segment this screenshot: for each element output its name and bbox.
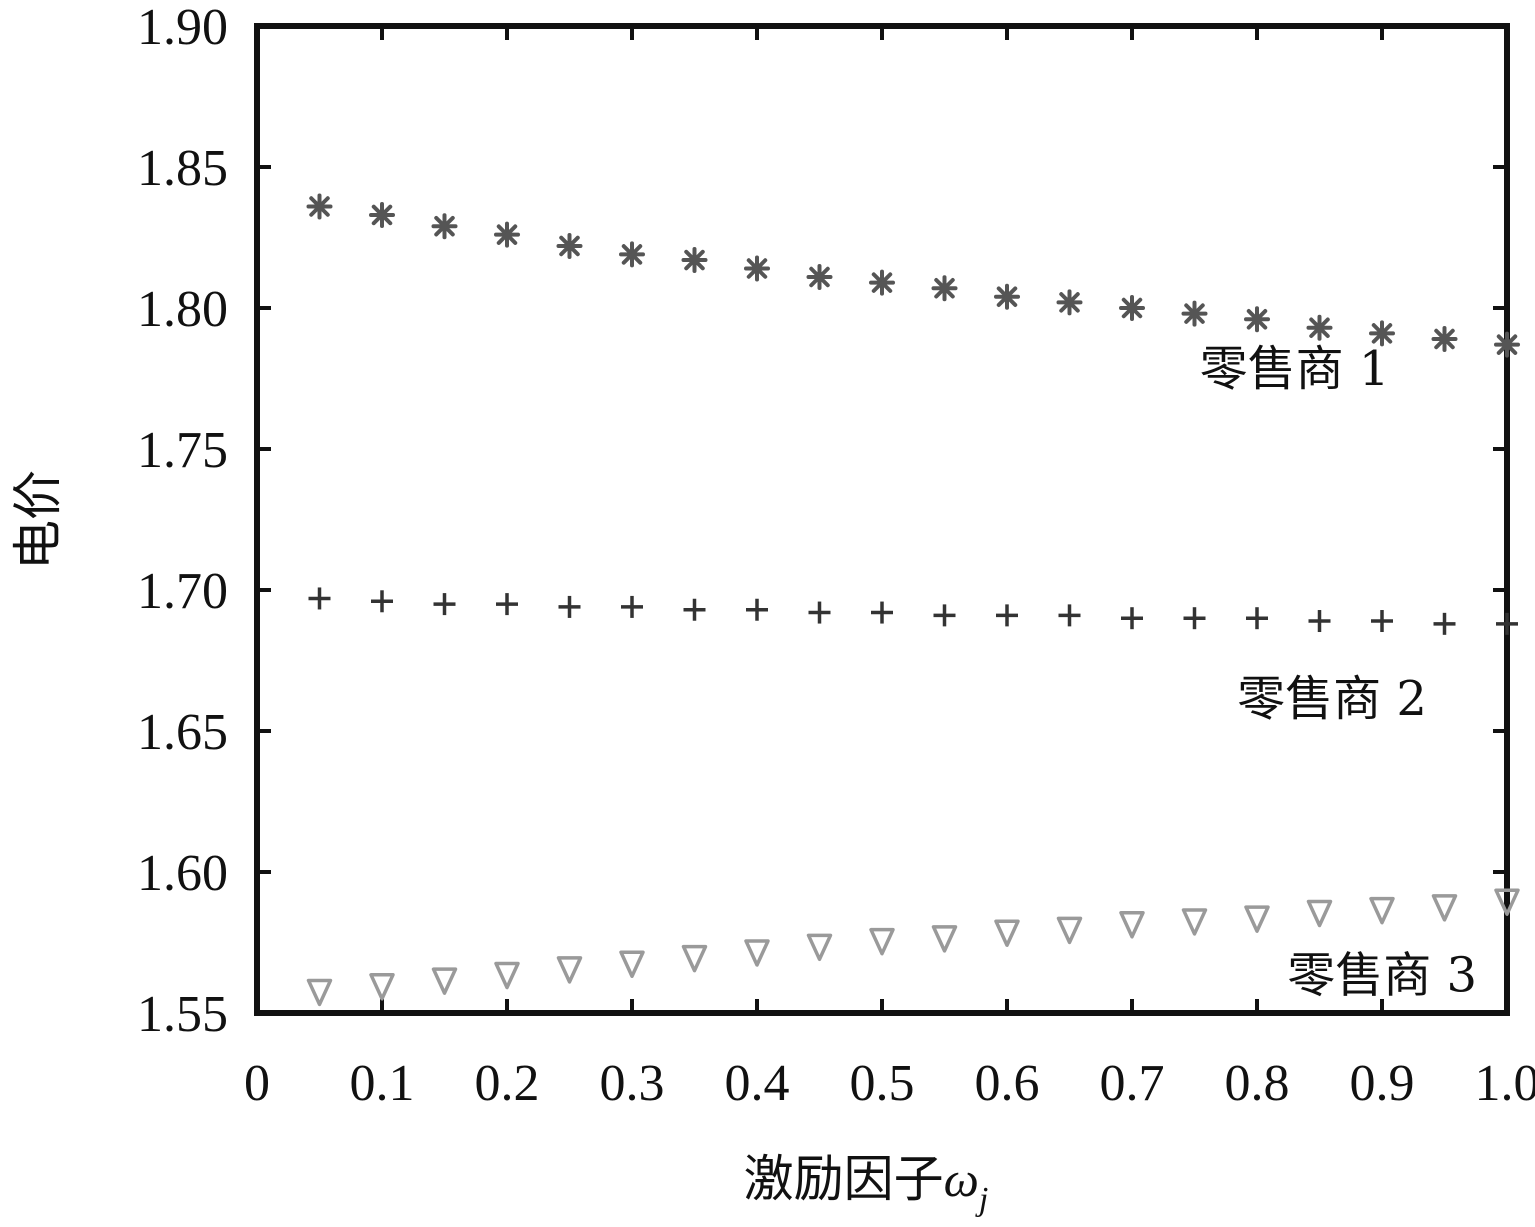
axis-ticks <box>255 24 1509 1015</box>
series-labels: 零售商 1 零售商 2 零售商 3 <box>1200 341 1477 1003</box>
series-1-point <box>869 269 895 296</box>
y-tick-label: 1.80 <box>137 281 228 338</box>
series-2-point <box>433 593 456 616</box>
x-axis-title-symbol: ω <box>944 1151 979 1207</box>
x-tick-label: 0.7 <box>1100 1055 1165 1112</box>
series-3-point <box>431 967 458 995</box>
x-tick-label: 0.6 <box>975 1055 1040 1112</box>
series-3-point <box>931 925 958 953</box>
series-2-point <box>746 598 768 621</box>
y-tick-label: 1.60 <box>137 845 228 902</box>
y-tick-label: 1.65 <box>137 704 228 761</box>
series-1-point <box>931 275 958 302</box>
y-tick-label: 1.55 <box>137 986 228 1043</box>
x-tick-labels: 0 0.1 0.2 0.3 0.4 0.5 0.6 0.7 0.8 0.9 1.0 <box>244 1055 1535 1112</box>
series-1-point <box>806 263 833 290</box>
series-2-point <box>1371 610 1393 633</box>
series-1-point <box>1056 289 1083 316</box>
series-2-point <box>371 590 393 613</box>
series-1-point <box>1369 320 1395 347</box>
x-tick-label: 0.5 <box>850 1055 915 1112</box>
series-1-point <box>1181 300 1208 327</box>
series-2-point <box>933 604 956 627</box>
series-3-point <box>681 944 708 973</box>
series-1-point <box>1119 295 1145 321</box>
series-2-point <box>1246 607 1268 630</box>
series-1-point <box>306 193 333 220</box>
series-3-point <box>994 919 1020 947</box>
series-2-point <box>1183 607 1206 630</box>
series-2-point <box>558 595 581 618</box>
x-axis-title-subscript: j <box>975 1181 988 1218</box>
series-2-point <box>621 595 643 618</box>
series-2-point <box>808 601 831 624</box>
y-tick-label: 1.90 <box>137 0 228 56</box>
series-2-point <box>496 593 518 616</box>
series-1-point <box>369 201 395 228</box>
series-3-point <box>619 950 645 978</box>
series-1-point <box>556 232 583 259</box>
y-tick-label: 1.85 <box>137 140 228 197</box>
y-tick-label: 1.75 <box>137 422 228 479</box>
x-tick-label: 0.9 <box>1350 1055 1415 1112</box>
series-1-label: 零售商 1 <box>1200 341 1390 397</box>
y-tick-label: 1.70 <box>137 563 228 620</box>
series-3-point <box>1181 908 1208 936</box>
series-1-markers <box>306 193 1520 358</box>
series-3-point <box>306 978 333 1007</box>
series-2-label: 零售商 2 <box>1237 671 1427 727</box>
series-2-point <box>308 587 331 610</box>
plot-frame <box>254 23 1510 1016</box>
series-1-point <box>619 241 645 268</box>
series-2-point <box>1496 612 1518 635</box>
series-1-point <box>744 255 770 282</box>
series-2-point <box>1121 607 1143 630</box>
x-tick-label: 1.0 <box>1475 1055 1535 1112</box>
series-1-point <box>994 283 1020 310</box>
data-markers <box>306 193 1520 1007</box>
series-1-point <box>1244 306 1270 333</box>
x-tick-label: 0 <box>244 1055 270 1112</box>
x-tick-label: 0.8 <box>1225 1055 1290 1112</box>
series-2-point <box>1058 604 1081 627</box>
x-axis-title: 激励因子ωj <box>744 1150 989 1218</box>
series-1-point <box>431 213 458 240</box>
series-3-point <box>1306 899 1333 928</box>
series-2-point <box>1433 612 1456 635</box>
series-1-point <box>1431 326 1458 353</box>
y-axis-title: 电价 <box>9 470 67 570</box>
x-axis-title-text: 激励因子 <box>744 1150 944 1208</box>
series-2-point <box>871 601 893 624</box>
series-3-point <box>556 956 583 984</box>
series-3-point <box>1119 911 1145 939</box>
series-3-label: 零售商 3 <box>1287 948 1477 1004</box>
series-3-point <box>1494 888 1520 916</box>
series-1-point <box>1494 331 1520 358</box>
series-1-point <box>681 247 708 274</box>
series-3-point <box>1056 916 1083 945</box>
x-tick-label: 0.2 <box>475 1055 540 1112</box>
series-3-point <box>744 939 770 967</box>
series-3-markers <box>306 888 1520 1007</box>
x-tick-label: 0.3 <box>600 1055 665 1112</box>
series-3-point <box>869 927 895 956</box>
series-1-point <box>1306 314 1333 341</box>
series-1-point <box>494 221 520 248</box>
series-2-point <box>996 604 1018 627</box>
series-3-point <box>494 961 520 990</box>
series-3-point <box>1369 896 1395 925</box>
y-tick-labels: 1.55 1.60 1.65 1.70 1.75 1.80 1.85 1.90 <box>137 0 228 1043</box>
series-3-point <box>369 973 395 1001</box>
series-3-point <box>1244 905 1270 933</box>
x-tick-label: 0.4 <box>725 1055 790 1112</box>
series-2-point <box>683 598 706 621</box>
series-3-point <box>806 933 833 962</box>
series-2-markers <box>308 587 1518 635</box>
x-tick-label: 0.1 <box>350 1055 415 1112</box>
series-3-point <box>1431 894 1458 922</box>
series-2-point <box>1308 610 1331 633</box>
